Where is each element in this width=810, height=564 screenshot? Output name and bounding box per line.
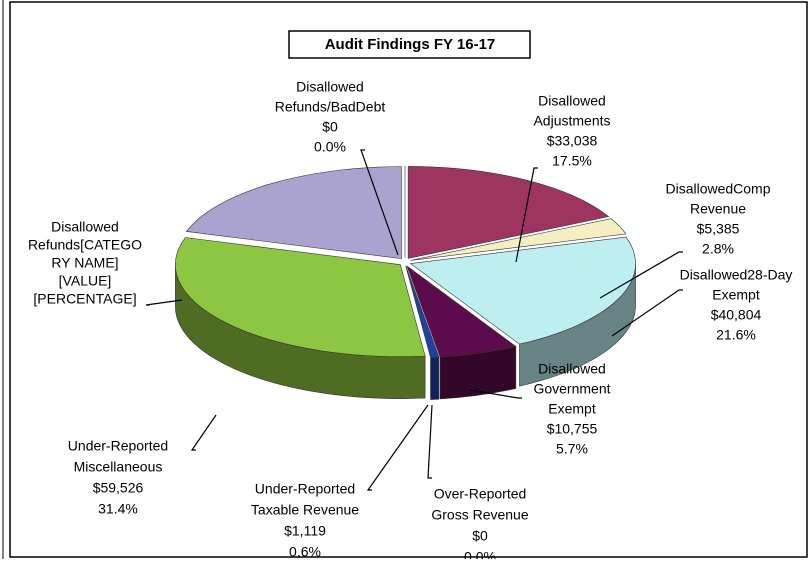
data-label: Exempt: [712, 287, 760, 303]
data-label: [VALUE]: [59, 273, 112, 289]
leader-line: [360, 149, 399, 256]
slice: [409, 236, 636, 345]
leader-line: [599, 251, 683, 299]
data-label: Refunds[CATEGO: [28, 237, 142, 253]
data-label: Disallowed: [538, 361, 606, 377]
data-label: Adjustments: [533, 113, 610, 129]
slice-side: [430, 356, 440, 400]
slice: [406, 265, 517, 358]
title-box: [288, 30, 531, 59]
data-label: RY NAME]: [51, 255, 118, 271]
data-label: 21.6%: [716, 327, 756, 343]
data-label: Taxable Revenue: [251, 502, 359, 518]
data-label: 0.0%: [314, 139, 346, 155]
data-label: $0: [472, 528, 488, 544]
data-label: Disallowed: [538, 93, 606, 109]
slice: [407, 166, 610, 259]
data-label: 0.0%: [464, 549, 496, 559]
data-label: DisallowedComp: [665, 181, 770, 197]
slice: [185, 166, 402, 259]
data-label: Exempt: [548, 401, 596, 417]
leader-line: [427, 404, 433, 479]
chart-title: Audit Findings FY 16-17: [325, 36, 496, 53]
data-label: 2.8%: [702, 241, 734, 257]
leader-line: [366, 404, 429, 491]
leader-line: [611, 289, 683, 337]
data-label: Disallowed28-Day: [680, 267, 793, 283]
slice-tops: [175, 165, 636, 358]
data-label: Government: [533, 381, 610, 397]
data-label: $40,804: [711, 307, 762, 323]
leader-line: [190, 414, 217, 451]
leader-line: [515, 167, 538, 263]
data-label: 17.5%: [552, 153, 592, 169]
data-label: Under-Reported: [255, 481, 355, 497]
leader-line: [145, 299, 183, 306]
data-label: 5.7%: [556, 441, 588, 457]
data-label: Gross Revenue: [431, 507, 528, 523]
data-label: Disallowed: [296, 79, 364, 95]
data-label: Over-Reported: [434, 486, 527, 502]
data-label: $10,755: [547, 421, 598, 437]
data-label: $59,526: [93, 480, 144, 496]
data-label: Refunds/BadDebt: [275, 99, 386, 115]
data-label: $33,038: [547, 133, 598, 149]
leader-line: [469, 389, 522, 399]
chart-frame: [9, 1, 808, 558]
data-label: 31.4%: [98, 501, 138, 517]
data-label: [PERCENTAGE]: [33, 291, 136, 307]
data-label: Under-Reported: [68, 438, 168, 454]
data-label: $5,385: [697, 221, 740, 237]
data-label: $0: [322, 119, 338, 135]
data-label: Disallowed: [51, 219, 119, 235]
data-label: Revenue: [690, 201, 746, 217]
data-label: 0.6%: [289, 544, 321, 559]
data-label: $1,119: [284, 523, 326, 539]
slice: [405, 266, 440, 358]
data-label: Miscellaneous: [74, 459, 163, 475]
slice: [175, 237, 426, 357]
slice: [410, 218, 627, 261]
